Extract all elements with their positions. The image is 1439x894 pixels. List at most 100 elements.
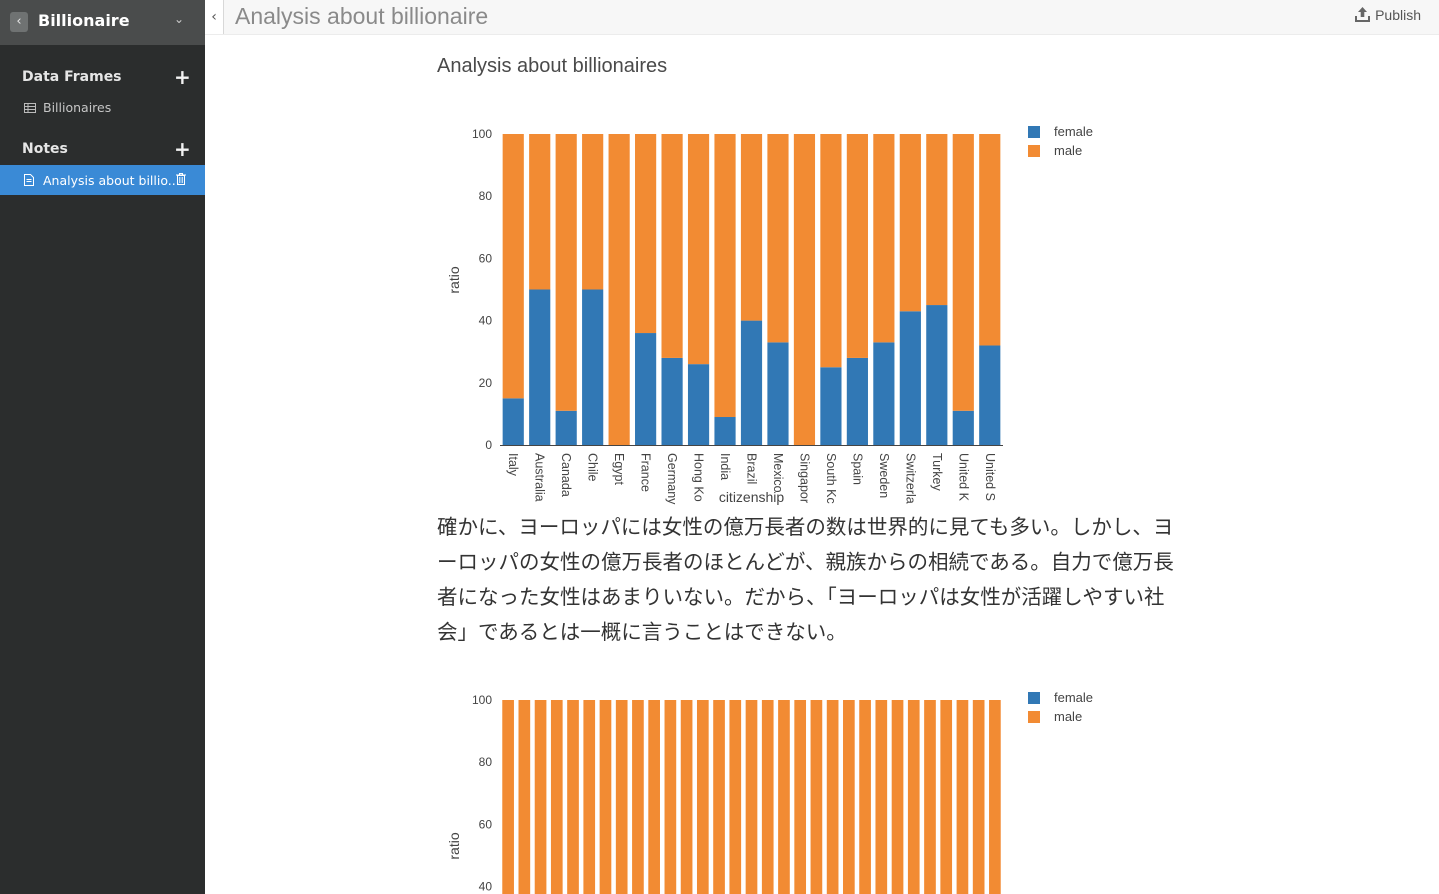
- bar-male: [924, 700, 936, 894]
- note-heading: Analysis about billionaires: [437, 55, 668, 77]
- bar-male: [680, 700, 693, 894]
- x-tick-label: Canada: [559, 453, 573, 497]
- x-tick-label: Mexico: [771, 453, 785, 493]
- legend-label-female: female: [1054, 690, 1093, 705]
- bar-male: [608, 134, 630, 445]
- y-tick-label: 60: [479, 251, 493, 265]
- bar-female: [873, 342, 895, 445]
- bar-male: [729, 700, 742, 894]
- x-tick-label: South Kc: [824, 453, 838, 504]
- chevron-down-icon[interactable]: ⌄: [174, 12, 185, 26]
- collapse-sidebar-button[interactable]: ‹: [205, 0, 224, 34]
- bar-male: [664, 700, 677, 894]
- bar-male: [761, 700, 774, 894]
- x-tick-label: United K: [956, 453, 970, 502]
- bar-male: [873, 134, 895, 343]
- y-tick-label: 20: [479, 376, 493, 390]
- bar-male: [956, 700, 969, 894]
- bar-female: [979, 345, 1001, 445]
- sidebar-item-label: Billionaires: [43, 100, 112, 115]
- bar-male: [826, 700, 839, 894]
- bar-male: [846, 134, 868, 358]
- bar-male: [952, 134, 974, 411]
- back-button[interactable]: ‹: [10, 12, 28, 32]
- bar-female: [767, 342, 789, 445]
- x-tick-label: Spain: [850, 453, 864, 485]
- bar-male: [979, 134, 1001, 346]
- x-tick-label: Germany: [665, 453, 679, 505]
- bar-male: [899, 134, 921, 312]
- bar-female: [846, 357, 868, 445]
- bar-female: [714, 417, 736, 445]
- bar-male: [940, 700, 953, 894]
- bar-male: [778, 700, 790, 894]
- legend-label-male: male: [1054, 143, 1082, 158]
- x-tick-label: Chile: [586, 453, 600, 482]
- bar-male: [810, 700, 823, 894]
- project-title: Billionaire: [38, 11, 130, 30]
- bar-male: [648, 700, 660, 894]
- bar-male: [859, 700, 871, 894]
- bar-female: [635, 333, 657, 445]
- legend-swatch-female: [1028, 126, 1040, 138]
- bar-male: [518, 700, 531, 894]
- bar-male: [529, 134, 551, 290]
- bar-male: [534, 700, 547, 894]
- y-tick-label: 40: [479, 880, 493, 894]
- bar-female: [820, 367, 842, 445]
- bar-male: [714, 134, 736, 418]
- upload-icon: [1355, 7, 1371, 22]
- bar-male: [875, 700, 888, 894]
- bar-male: [567, 700, 579, 894]
- bar-male: [926, 134, 948, 306]
- y-tick-label: 100: [472, 127, 492, 141]
- x-tick-label: Italy: [506, 453, 520, 477]
- x-tick-label: Hong Ko: [692, 453, 706, 502]
- y-tick-label: 40: [479, 314, 493, 328]
- bar-male: [891, 700, 904, 894]
- bar-female: [687, 364, 710, 445]
- bar-male: [767, 134, 789, 343]
- bar-male: [599, 700, 612, 894]
- notes-heading: Notes: [22, 141, 68, 157]
- document-icon: [24, 174, 34, 186]
- bar-female: [529, 289, 551, 445]
- x-tick-label: Singapor: [797, 453, 811, 503]
- chart-female-male-ratio-2: 40 60 80 100 ratio female male: [446, 690, 1093, 894]
- y-tick-label: 80: [479, 755, 493, 769]
- bar-female: [899, 311, 921, 445]
- legend-label-male: male: [1054, 709, 1082, 724]
- bar-male: [843, 700, 855, 894]
- bar-male: [582, 134, 604, 290]
- legend-swatch-female: [1028, 692, 1040, 704]
- x-tick-label: Turkey: [930, 453, 944, 491]
- bar-male: [794, 700, 807, 894]
- bar-male: [687, 134, 710, 365]
- add-data-frame-button[interactable]: +: [174, 65, 191, 89]
- bar-male: [502, 700, 514, 894]
- x-tick-label: United S: [983, 453, 997, 501]
- publish-label: Publish: [1375, 7, 1421, 23]
- trash-icon[interactable]: [176, 173, 186, 185]
- bar-male: [820, 134, 842, 368]
- y-tick-label: 100: [472, 693, 492, 707]
- x-tick-label: Sweden: [877, 453, 891, 498]
- sidebar-item-billionaires[interactable]: Billionaires: [24, 100, 111, 115]
- bar-male: [550, 700, 563, 894]
- bar-male: [555, 134, 577, 411]
- bar-male: [583, 700, 596, 894]
- bar-female: [582, 289, 604, 445]
- data-frames-heading: Data Frames: [22, 69, 122, 85]
- y-axis-label: ratio: [446, 266, 462, 293]
- x-axis-label: citizenship: [719, 489, 785, 505]
- bar-male: [635, 134, 657, 334]
- top-bar: ‹ Analysis about billionaire Publish: [205, 0, 1439, 35]
- project-header: ‹ Billionaire ⌄: [0, 0, 205, 45]
- publish-button[interactable]: Publish: [1354, 7, 1421, 23]
- bar-male: [740, 134, 763, 321]
- legend-label-female: female: [1054, 124, 1093, 139]
- bar-female: [926, 305, 948, 445]
- add-note-button[interactable]: +: [174, 137, 191, 161]
- sidebar-item-label: Analysis about billio...: [43, 173, 180, 188]
- sidebar-item-note-active[interactable]: Analysis about billio...: [0, 165, 205, 195]
